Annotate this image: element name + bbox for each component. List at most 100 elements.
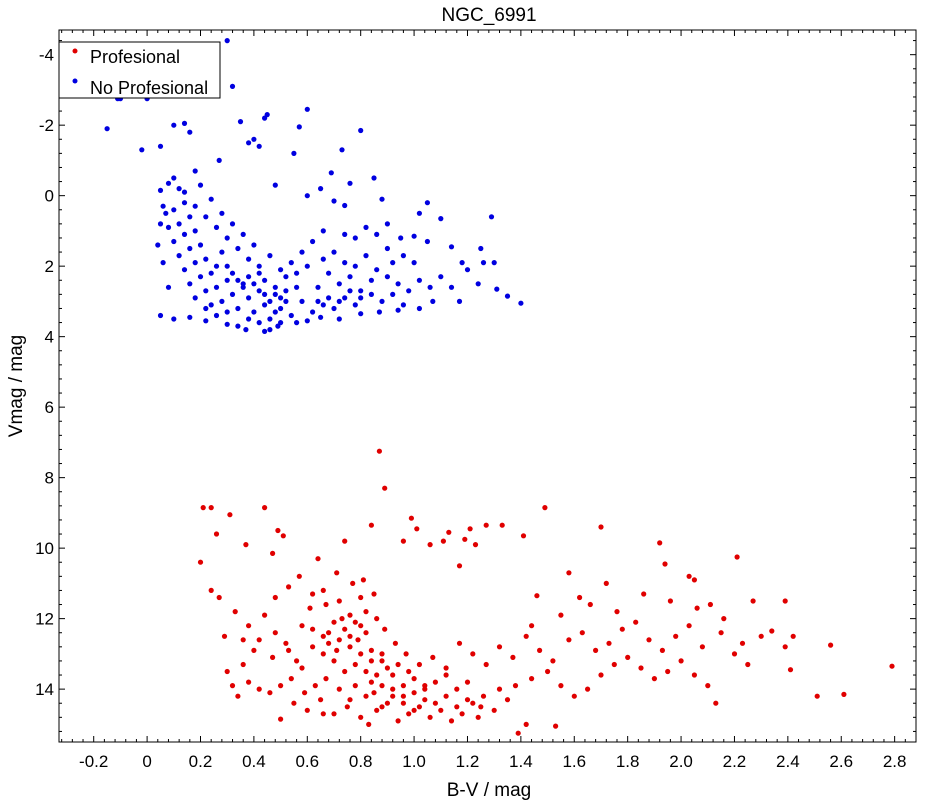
profesional-point [470,700,476,706]
profesional-point [256,686,262,692]
no-profesional-point [363,253,369,259]
no-profesional-point [448,284,455,290]
legend-marker-no-profesional [72,78,78,84]
no-profesional-point [272,291,278,297]
profesional-point [352,683,358,689]
x-tick-label: 2.8 [883,752,907,771]
profesional-point [739,640,746,646]
profesional-point [446,529,452,535]
x-tick-label: 0.4 [242,752,266,771]
x-tick-label: 0 [142,752,151,771]
profesional-point [483,661,489,668]
no-profesional-point [384,245,390,252]
no-profesional-point [155,242,161,248]
profesional-point [587,601,593,608]
no-profesional-point [342,260,348,266]
no-profesional-point [347,288,353,294]
profesional-point [529,623,535,629]
profesional-point [296,573,302,579]
profesional-point [464,679,471,685]
profesional-point [270,550,276,557]
no-profesional-point [229,221,236,227]
profesional-point [240,661,246,668]
no-profesional-point [181,189,188,195]
profesional-point [462,536,468,542]
profesional-point [491,707,497,713]
profesional-point [368,647,374,654]
no-profesional-point [192,203,198,209]
profesional-point [542,505,548,511]
no-profesional-point [262,328,268,334]
no-profesional-point [176,253,182,259]
profesional-point [553,723,559,729]
profesional-point [320,651,326,657]
no-profesional-point [424,200,430,206]
profesional-point [579,630,585,636]
no-profesional-point [224,309,230,315]
profesional-point [529,676,535,682]
profesional-point [339,616,345,622]
profesional-point [403,651,409,657]
no-profesional-point [400,302,406,308]
no-profesional-point [197,274,204,280]
profesional-point [302,690,308,696]
profesional-point [350,580,356,587]
profesional-point [270,654,276,661]
no-profesional-point [384,274,390,280]
profesional-point [318,697,324,703]
no-profesional-point [318,186,324,192]
profesional-point [363,609,369,615]
x-tick-label: 1.8 [616,752,640,771]
no-profesional-point [358,127,364,134]
profesional-point [395,661,401,668]
profesional-point [342,668,348,675]
profesional-point [347,612,353,618]
legend-box [58,41,221,99]
x-tick-label: 0.2 [189,752,213,771]
profesional-point [769,628,775,634]
profesional-point [246,623,252,629]
x-tick-label: 2.4 [776,752,800,771]
no-profesional-point [157,221,164,227]
no-profesional-point [272,309,278,315]
no-profesional-point [411,233,417,239]
profesional-point [464,697,471,703]
no-profesional-point [243,327,249,333]
profesional-point [243,542,249,548]
profesional-point [360,577,366,583]
profesional-point [432,700,438,706]
profesional-point [598,524,604,530]
no-profesional-point [336,316,342,322]
no-profesional-point [358,295,364,301]
profesional-point [310,591,316,597]
profesional-point [534,593,540,599]
no-profesional-point [160,203,166,209]
no-profesional-point [278,295,284,301]
x-axis-title: B-V / mag [447,780,531,801]
profesional-point [379,704,385,710]
no-profesional-point [267,316,273,322]
profesional-point [379,683,385,689]
x-tick-label: 2.2 [723,752,747,771]
no-profesional-point [235,305,241,312]
no-profesional-point [163,210,169,216]
profesional-point [374,707,380,713]
profesional-point [272,630,278,636]
profesional-point [291,700,297,706]
profesional-point [422,683,428,689]
profesional-point [691,672,698,678]
profesional-point [673,633,679,639]
no-profesional-point [203,214,209,220]
profesional-point [235,693,241,699]
x-tick-label: -0.2 [79,752,108,771]
profesional-point [376,448,382,454]
no-profesional-point [315,284,321,290]
profesional-point [721,616,727,622]
profesional-point [841,691,847,698]
profesional-point [334,570,340,576]
no-profesional-point [379,298,385,304]
legend-label-profesional: Profesional [90,47,180,67]
profesional-point [427,542,433,548]
profesional-point [422,697,428,703]
profesional-point [390,693,396,699]
